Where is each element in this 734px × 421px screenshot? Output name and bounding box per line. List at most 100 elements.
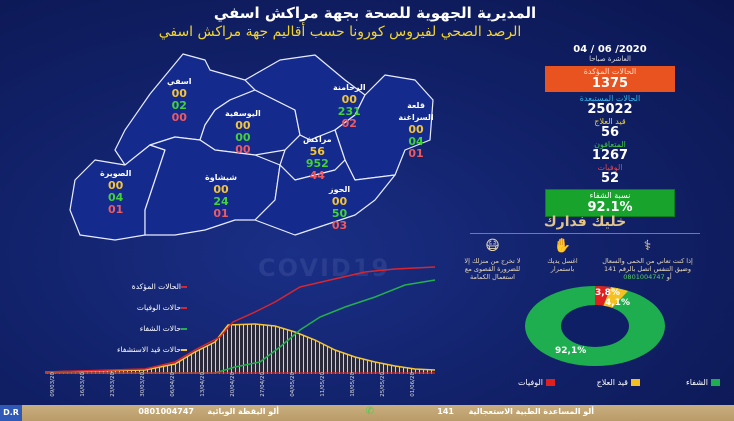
legend-hospitalized: حالات قيد الاستشفاء bbox=[50, 345, 190, 366]
covid-watermark: COVID19 bbox=[258, 254, 391, 282]
medical-hotline-label: ألو المساعدة الطبية الاستعجالية bbox=[468, 407, 594, 416]
deaths-value: 52 bbox=[600, 171, 620, 186]
region-rehamna: الرحامنة 00 231 02 bbox=[333, 82, 366, 130]
region-recovered: 952 bbox=[305, 157, 329, 170]
chart-legend: الحالات المؤكدة حالات الوفيات حالات الشف… bbox=[50, 282, 190, 366]
region-recovered: 00 bbox=[235, 131, 251, 144]
x-tick: 01/06/20 bbox=[410, 372, 416, 397]
stethoscope-icon: ⚕ bbox=[643, 238, 652, 254]
region-recovered: 04 bbox=[408, 135, 424, 148]
region-under-treatment: 00 bbox=[331, 195, 348, 208]
region-name: مراكش bbox=[303, 135, 332, 144]
tip-text: لا تخرج من منزلك إلا للضرورة القصوى مع ا… bbox=[464, 257, 521, 281]
x-tick: 09/03/20 bbox=[50, 372, 56, 397]
legend-recovered: حالات الشفاء bbox=[50, 324, 190, 345]
cure-rate-value: 92.1% bbox=[587, 200, 633, 215]
region-map: اسفي 00 02 00 اليوسفية 00 00 00 الرحامنة… bbox=[55, 40, 475, 250]
region-marrakech: مراكش 56 952 44 bbox=[303, 134, 332, 182]
region-name: شيشاوة bbox=[205, 173, 237, 182]
deaths-label: الوفيات bbox=[597, 163, 623, 172]
epi-hotline-label: ألو اليقظة الوبائية bbox=[207, 407, 279, 416]
region-under-treatment: 56 bbox=[309, 145, 325, 158]
region-deaths: 01 bbox=[408, 147, 424, 160]
donut-legend: الشفاء قيد العلاج الوفيات bbox=[495, 378, 730, 390]
region-recovered: 50 bbox=[331, 207, 348, 220]
region-under-treatment: 00 bbox=[235, 119, 251, 132]
x-tick: 11/05/20 bbox=[320, 372, 326, 397]
confirmed-box: الحالات المؤكدة 1375 bbox=[545, 66, 675, 92]
x-tick: 16/03/20 bbox=[80, 372, 86, 397]
region-chichaoua: شيشاوة 00 24 01 bbox=[205, 172, 237, 220]
x-tick: 06/04/20 bbox=[170, 372, 176, 397]
cases-line-chart bbox=[44, 252, 440, 402]
confirmed-value: 1375 bbox=[591, 76, 629, 91]
region-recovered: 231 bbox=[337, 105, 361, 118]
treatment-pct: 4,1% bbox=[605, 298, 630, 308]
map-outline bbox=[69, 53, 434, 241]
phone-icon: ✆ bbox=[365, 406, 374, 417]
page-title: المديرية الجهوية للصحة بجهة مراكش اسفي bbox=[213, 4, 537, 22]
region-name: اسفي bbox=[167, 77, 192, 86]
region-recovered: 24 bbox=[213, 195, 229, 208]
x-tick: 20/04/20 bbox=[230, 372, 236, 397]
region-under-treatment: 00 bbox=[171, 87, 187, 100]
region-under-treatment: 00 bbox=[341, 93, 357, 106]
legend-treatment: قيد العلاج bbox=[597, 378, 640, 387]
region-under-treatment: 00 bbox=[408, 123, 424, 136]
region-name: الرحامنة bbox=[333, 83, 366, 92]
region-safi: اسفي 00 02 00 bbox=[167, 76, 191, 124]
confirmed-label: الحالات المؤكدة bbox=[583, 67, 637, 76]
chart-x-axis: 09/03/20 16/03/20 23/03/20 30/03/20 06/0… bbox=[48, 372, 438, 398]
hand-wash-icon: ✋ bbox=[553, 238, 572, 254]
region-deaths: 44 bbox=[309, 169, 325, 182]
footer-bar: D.R ألو المساعدة الطبية الاستعجالية 141 … bbox=[0, 405, 734, 421]
region-kelaat-sraghna: قلعة السراغنة 00 04 01 bbox=[395, 100, 437, 160]
x-tick: 04/05/20 bbox=[290, 372, 296, 397]
dr-badge: D.R bbox=[0, 405, 22, 421]
region-recovered: 02 bbox=[171, 99, 187, 112]
region-under-treatment: 00 bbox=[108, 179, 124, 192]
x-tick: 18/05/20 bbox=[350, 372, 356, 397]
cure-rate-label: نسبة الشفاء bbox=[589, 191, 631, 200]
region-al-haouz: الحوز 00 50 03 bbox=[329, 184, 350, 232]
excluded-value: 25022 bbox=[587, 102, 633, 117]
deaths-pct: 3,8% bbox=[595, 288, 620, 298]
report-time: العاشرة صباحا bbox=[589, 55, 631, 63]
tip-phone: 0801004747 bbox=[623, 273, 665, 281]
advice-title: خليك فدارك bbox=[543, 214, 627, 230]
region-deaths: 00 bbox=[235, 143, 251, 156]
stats-panel: 04 / 06 /2020 العاشرة صباحا الحالات المؤ… bbox=[545, 44, 675, 217]
region-deaths: 01 bbox=[213, 207, 229, 220]
legend-confirmed: الحالات المؤكدة bbox=[50, 282, 190, 303]
x-tick: 25/05/20 bbox=[380, 372, 386, 397]
recovered-pct: 92,1% bbox=[555, 346, 587, 356]
region-under-treatment: 00 bbox=[213, 183, 229, 196]
region-name: الحوز bbox=[329, 185, 351, 194]
advice-divider bbox=[470, 233, 700, 234]
tip-wash-hands: ✋ اغسل يديك باستمرار bbox=[535, 238, 590, 273]
cure-rate-box: نسبة الشفاء 92.1% bbox=[545, 189, 675, 217]
tip-text: اغسل يديك باستمرار bbox=[547, 257, 578, 273]
x-tick: 27/04/20 bbox=[260, 372, 266, 397]
region-deaths: 00 bbox=[171, 111, 187, 124]
donut-svg bbox=[525, 285, 665, 366]
region-deaths: 01 bbox=[108, 203, 124, 216]
cure-donut-chart: 3,8% 4,1% 92,1% bbox=[525, 285, 665, 366]
under-treatment-label: قيد العلاج bbox=[594, 117, 626, 126]
recovered-label: المتعافون bbox=[594, 140, 626, 149]
epi-hotline-number[interactable]: 0801004747 bbox=[138, 407, 194, 416]
excluded-label: الحالات المستبعدة bbox=[579, 94, 641, 103]
region-name: قلعة السراغنة bbox=[398, 101, 434, 122]
chart-svg bbox=[44, 266, 436, 374]
region-name: اليوسفية bbox=[225, 109, 261, 118]
under-treatment-value: 56 bbox=[600, 125, 620, 140]
medical-hotline-number[interactable]: 141 bbox=[437, 407, 454, 416]
legend-deaths: الوفيات bbox=[518, 378, 555, 387]
tip-text: إذا كنت تعاني من الحمى والسعال وضيق التن… bbox=[602, 257, 693, 273]
report-date: 04 / 06 /2020 bbox=[573, 44, 647, 55]
region-youssoufia: اليوسفية 00 00 00 bbox=[225, 108, 261, 156]
advice-tips: ⚕ إذا كنت تعاني من الحمى والسعال وضيق ال… bbox=[455, 238, 695, 298]
legend-deaths: حالات الوفيات bbox=[50, 303, 190, 324]
tip-symptoms: ⚕ إذا كنت تعاني من الحمى والسعال وضيق ال… bbox=[600, 238, 695, 281]
tip-stay-home: 😷 لا تخرج من منزلك إلا للضرورة القصوى مع… bbox=[455, 238, 530, 281]
